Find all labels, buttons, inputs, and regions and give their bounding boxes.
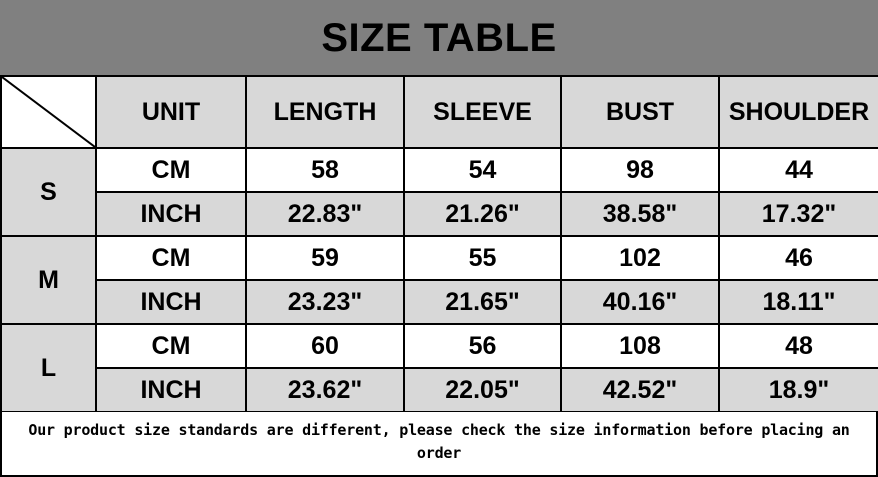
value-length: 60 [245, 323, 405, 369]
table-row: L CM 60 56 108 48 [0, 323, 878, 413]
value-length: 23.62" [245, 367, 405, 413]
size-label-m: M [0, 235, 97, 325]
value-shoulder: 17.32" [718, 191, 878, 237]
size-table-container: UNIT LENGTH SLEEVE BUST SHOULDER S CM 58… [0, 75, 878, 413]
size-label-s: S [0, 147, 97, 237]
diagonal-slash-icon [2, 77, 95, 147]
value-bust: 98 [560, 147, 720, 193]
footer-note: Our product size standards are different… [0, 412, 878, 477]
unit-cell: CM [95, 235, 247, 281]
column-header-bust: BUST [560, 75, 720, 149]
value-length: 23.23" [245, 279, 405, 325]
table-row: INCH 23.62" 22.05" 42.52" 18.9" [1, 367, 878, 413]
table-header-row: UNIT LENGTH SLEEVE BUST SHOULDER [0, 75, 878, 149]
value-sleeve: 55 [403, 235, 562, 281]
table-row: INCH 22.83" 21.26" 38.58" 17.32" [1, 191, 878, 237]
table-row: S CM 58 54 98 44 [0, 147, 878, 237]
unit-cell: CM [95, 323, 247, 369]
value-bust: 108 [560, 323, 720, 369]
value-bust: 42.52" [560, 367, 720, 413]
value-bust: 38.58" [560, 191, 720, 237]
size-label-l: L [0, 323, 97, 413]
value-length: 59 [245, 235, 405, 281]
footer-note-text: Our product size standards are different… [28, 421, 850, 462]
value-sleeve: 22.05" [403, 367, 562, 413]
value-shoulder: 18.9" [718, 367, 878, 413]
value-sleeve: 54 [403, 147, 562, 193]
unit-cell: CM [95, 147, 247, 193]
unit-cell: INCH [95, 367, 247, 413]
value-bust: 102 [560, 235, 720, 281]
column-header-sleeve: SLEEVE [403, 75, 562, 149]
page-title: SIZE TABLE [321, 15, 557, 60]
value-length: 58 [245, 147, 405, 193]
table-row: INCH 23.23" 21.65" 40.16" 18.11" [1, 279, 878, 325]
size-table: UNIT LENGTH SLEEVE BUST SHOULDER S CM 58… [0, 75, 878, 413]
value-shoulder: 48 [718, 323, 878, 369]
value-length: 22.83" [245, 191, 405, 237]
value-sleeve: 56 [403, 323, 562, 369]
value-shoulder: 44 [718, 147, 878, 193]
unit-cell: INCH [95, 279, 247, 325]
value-shoulder: 18.11" [718, 279, 878, 325]
table-row: M CM 59 55 102 46 [0, 235, 878, 325]
value-shoulder: 46 [718, 235, 878, 281]
column-header-length: LENGTH [245, 75, 405, 149]
value-sleeve: 21.65" [403, 279, 562, 325]
value-sleeve: 21.26" [403, 191, 562, 237]
corner-cell [0, 75, 97, 149]
title-banner: SIZE TABLE [0, 0, 878, 75]
value-bust: 40.16" [560, 279, 720, 325]
unit-cell: INCH [95, 191, 247, 237]
column-header-unit: UNIT [95, 75, 247, 149]
column-header-shoulder: SHOULDER [718, 75, 878, 149]
